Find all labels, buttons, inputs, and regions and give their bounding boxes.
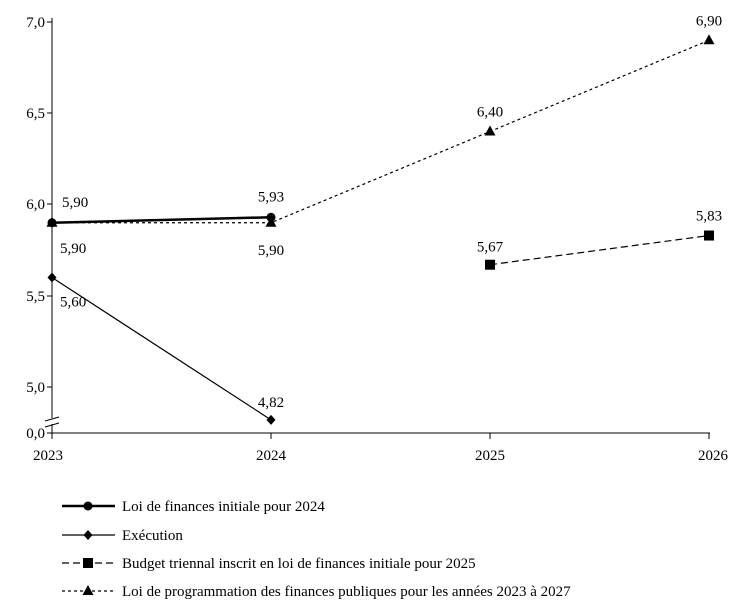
series-diamond bbox=[47, 272, 276, 425]
chart-axes: 7,0 6,5 6,0 5,5 5,0 0,0 2023 2024 2025 2026 bbox=[26, 15, 728, 464]
data-label: 5,93 bbox=[258, 189, 284, 205]
triangle-marker bbox=[484, 125, 496, 136]
data-label: 5,60 bbox=[60, 295, 86, 311]
y-tick-label: 5,5 bbox=[26, 289, 45, 305]
y-tick-label: 5,0 bbox=[26, 380, 45, 396]
square-marker bbox=[704, 230, 714, 241]
diamond-marker bbox=[83, 530, 93, 540]
y-tick-label: 6,0 bbox=[26, 197, 45, 213]
legend-label: Exécution bbox=[122, 528, 183, 544]
square-marker bbox=[485, 259, 495, 270]
series-square bbox=[485, 230, 714, 270]
axis-break-mark bbox=[44, 416, 60, 422]
x-tick-label: 2026 bbox=[698, 448, 729, 464]
series-line bbox=[51, 216, 272, 224]
legend-item: Exécution bbox=[62, 528, 183, 544]
series-triangle bbox=[46, 34, 715, 227]
circle-marker bbox=[47, 218, 57, 228]
y-tick-label: 6,5 bbox=[26, 106, 45, 122]
legend-label: Loi de finances initiale pour 2024 bbox=[122, 499, 325, 515]
chart-legend: Loi de finances initiale pour 2024 Exécut… bbox=[62, 499, 571, 600]
data-label: 5,90 bbox=[60, 241, 86, 257]
diamond-marker bbox=[47, 272, 57, 283]
chart-series bbox=[46, 34, 715, 425]
chart-data-labels: 5,90 5,90 6,40 6,90 5,67 5,83 5,60 4,82 5,90 5,93 bbox=[60, 13, 722, 411]
data-label: 5,90 bbox=[62, 195, 88, 211]
data-label: 4,82 bbox=[258, 395, 284, 411]
legend-label: Loi de programmation des finances publiq… bbox=[122, 584, 571, 600]
triangle-marker bbox=[703, 34, 715, 45]
x-tick-label: 2023 bbox=[33, 448, 63, 464]
circle-marker bbox=[83, 501, 93, 511]
legend-label: Budget triennal inscrit en loi de financ… bbox=[122, 556, 476, 572]
legend-item: Loi de finances initiale pour 2024 bbox=[62, 499, 325, 515]
data-label: 6,90 bbox=[696, 13, 722, 29]
x-tick-label: 2024 bbox=[256, 448, 287, 464]
data-label: 5,90 bbox=[258, 243, 284, 259]
legend-item: Budget triennal inscrit en loi de financ… bbox=[62, 556, 476, 572]
series-circle bbox=[47, 212, 276, 228]
data-label: 6,40 bbox=[477, 105, 503, 121]
axis-break-mark bbox=[44, 422, 60, 428]
triangle-marker bbox=[82, 585, 94, 595]
series-line bbox=[51, 276, 272, 421]
y-tick-label: 0,0 bbox=[26, 426, 45, 442]
circle-marker bbox=[266, 212, 276, 222]
x-tick-label: 2025 bbox=[475, 448, 505, 464]
data-label: 5,67 bbox=[477, 240, 504, 256]
y-tick-label: 7,0 bbox=[26, 15, 45, 31]
square-marker bbox=[83, 558, 93, 568]
series-line bbox=[52, 39, 710, 224]
series-line bbox=[489, 234, 710, 266]
legend-item: Loi de programmation des finances publiq… bbox=[62, 584, 571, 600]
diamond-marker bbox=[266, 414, 276, 425]
data-label: 5,83 bbox=[696, 209, 722, 225]
